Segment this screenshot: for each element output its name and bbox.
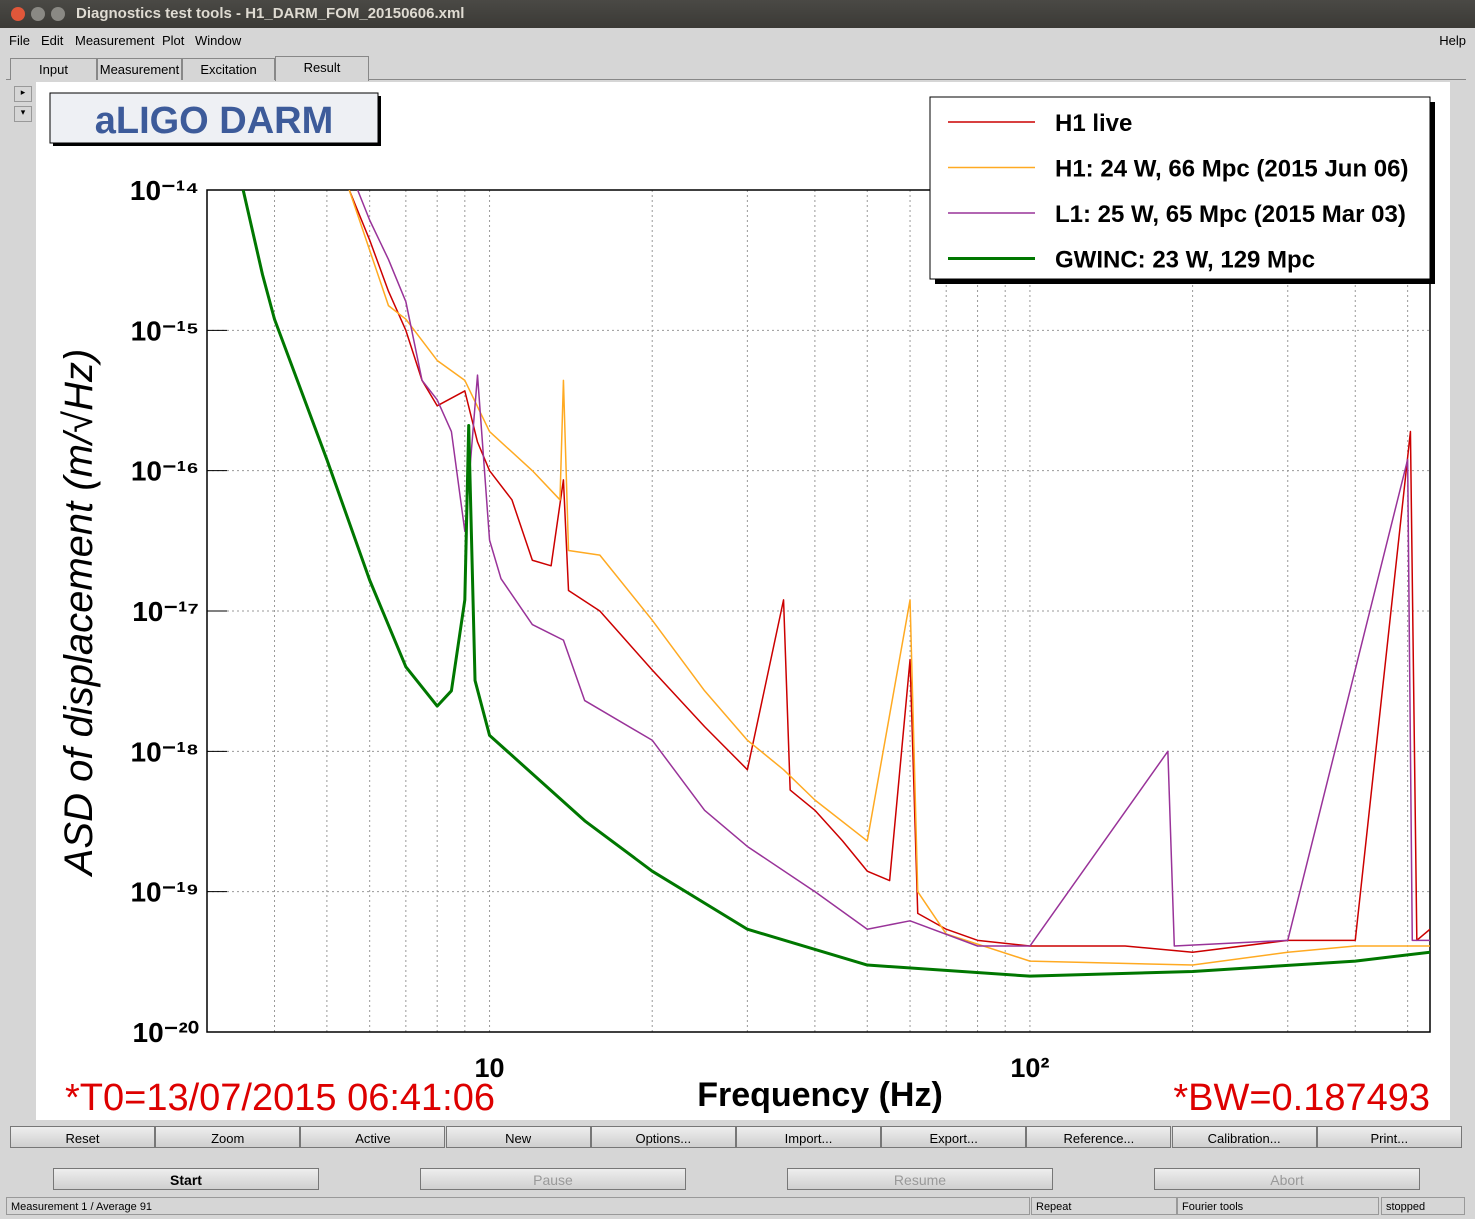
window-controls: [11, 7, 65, 21]
window-title: Diagnostics test tools - H1_DARM_FOM_201…: [76, 5, 465, 22]
scroll-arrow[interactable]: ▸: [14, 86, 32, 102]
y-tick-label: 10⁻¹⁷: [132, 596, 199, 627]
y-tick-label: 10⁻¹⁴: [130, 175, 199, 206]
series-line: [348, 190, 1430, 954]
tab[interactable]: Result: [275, 56, 369, 81]
tab[interactable]: Input: [10, 58, 97, 80]
y-tick-label: 10⁻¹⁶: [131, 456, 199, 487]
menu-item[interactable]: Help: [1439, 33, 1466, 48]
plot-button[interactable]: Calibration...: [1171, 1126, 1317, 1148]
menu-item[interactable]: Window: [195, 33, 242, 48]
control-button[interactable]: Start: [53, 1168, 319, 1190]
tab[interactable]: Excitation: [182, 58, 275, 80]
scroll-arrow[interactable]: ▾: [14, 106, 32, 122]
chart-title: aLIGO DARM: [95, 100, 334, 142]
y-tick-label: 10⁻¹⁹: [130, 877, 199, 908]
annotation: *BW=0.187493: [1173, 1077, 1430, 1119]
legend-label: H1 live: [1055, 110, 1132, 137]
legend: [929, 96, 1431, 280]
tab[interactable]: Measurement: [97, 58, 182, 80]
menu-item[interactable]: File: [9, 33, 30, 48]
series-inner: [241, 190, 1430, 978]
plot-button[interactable]: Options...: [590, 1126, 736, 1148]
title-box: [49, 92, 379, 144]
control-button: Resume: [787, 1168, 1053, 1190]
legend-label: H1: 24 W, 66 Mpc (2015 Jun 06): [1055, 156, 1408, 183]
series-line: [241, 190, 1430, 978]
tab-line: [6, 79, 1466, 80]
status-field: Measurement 1 / Average 91: [6, 1197, 1030, 1215]
plot-button[interactable]: Reference...: [1026, 1126, 1172, 1148]
series-line: [356, 190, 1430, 947]
plot-button[interactable]: Export...: [881, 1126, 1027, 1148]
status-field: Repeat: [1031, 1197, 1177, 1215]
legend-label: GWINC: 23 W, 129 Mpc: [1055, 247, 1315, 274]
series-group: [241, 190, 1430, 978]
x-axis-label: Frequency (Hz): [697, 1076, 943, 1114]
menu-item[interactable]: Measurement: [75, 33, 155, 48]
status-field: Fourier tools: [1177, 1197, 1379, 1215]
y-tick-label: 10⁻²⁰: [133, 1017, 199, 1048]
control-button: Pause: [420, 1168, 686, 1190]
y-tick-label: 10⁻¹⁵: [131, 315, 199, 346]
plot-button[interactable]: Active: [300, 1126, 446, 1148]
menu-item[interactable]: Edit: [41, 33, 64, 48]
y-tick-label: 10⁻¹⁸: [131, 736, 199, 767]
legend-label: L1: 25 W, 65 Mpc (2015 Mar 03): [1055, 201, 1406, 228]
series-line: [348, 190, 1430, 966]
plot-button[interactable]: New: [445, 1126, 591, 1148]
maximize-button[interactable]: [51, 7, 65, 21]
plot-button[interactable]: Reset: [10, 1126, 155, 1148]
plot-frame: [206, 189, 1431, 1033]
menu-item[interactable]: Plot: [162, 33, 185, 48]
y-axis-label: ASD of displacement (m/√Hz): [57, 349, 101, 878]
title-bar: Diagnostics test tools - H1_DARM_FOM_201…: [0, 0, 1475, 28]
plot-canvas: 10 10² 10⁻²⁰ 10⁻¹⁹ 10⁻¹⁸ 10⁻¹⁷ 10⁻¹⁶ 10⁻¹⁵ 10⁻¹⁴…: [36, 82, 1450, 1120]
minimize-button[interactable]: [31, 7, 45, 21]
plot-button[interactable]: Zoom: [155, 1126, 301, 1148]
annotation: *T0=13/07/2015 06:41:06: [65, 1077, 495, 1119]
status-field: stopped: [1381, 1197, 1465, 1215]
x-tick-label: 10: [475, 1053, 505, 1083]
control-button: Abort: [1154, 1168, 1420, 1190]
x-tick-label: 10²: [1010, 1053, 1049, 1083]
close-button[interactable]: [11, 7, 25, 21]
plot-button[interactable]: Print...: [1316, 1126, 1462, 1148]
plot-button[interactable]: Import...: [736, 1126, 881, 1148]
